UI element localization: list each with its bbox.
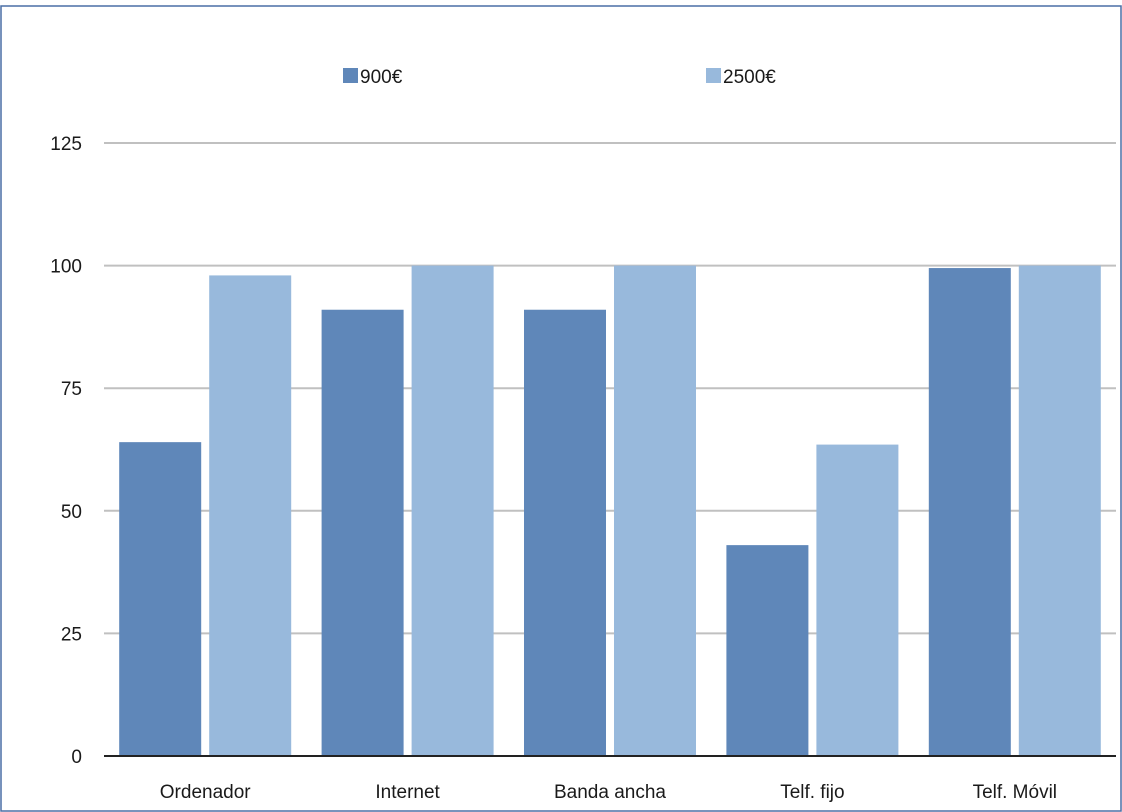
chart-border — [0, 5, 1122, 812]
bar-series-2 — [614, 265, 696, 756]
bar-series-2 — [816, 444, 899, 756]
y-tick-label: 125 — [50, 134, 82, 155]
x-category-label: Ordenador — [160, 782, 252, 803]
x-category-label: Internet — [375, 782, 440, 803]
y-tick-label: 75 — [61, 379, 82, 400]
bar-series-1 — [119, 442, 202, 756]
legend: 900€ 2500€ — [343, 67, 776, 88]
legend-swatch — [343, 68, 358, 83]
x-category-label: Telf. fijo — [780, 782, 844, 803]
legend-label: 2500€ — [723, 67, 776, 88]
y-tick-label: 25 — [61, 624, 82, 645]
bar-series-2 — [1018, 265, 1101, 756]
bar-series-1 — [726, 545, 809, 756]
legend-swatch — [706, 68, 721, 83]
bar-series-1 — [524, 309, 606, 756]
y-tick-label: 100 — [50, 257, 82, 278]
x-category-label: Telf. Móvil — [973, 782, 1057, 803]
bar-series-1 — [928, 268, 1011, 756]
y-axis-ticks: 0 25 50 75 100 125 — [50, 134, 82, 768]
bar-series-2 — [209, 275, 292, 756]
bar-series-1 — [321, 309, 404, 756]
x-category-label: Banda ancha — [554, 782, 666, 803]
y-tick-label: 50 — [61, 502, 82, 523]
legend-label: 900€ — [360, 67, 403, 88]
x-axis-labels: Ordenador Internet Banda ancha Telf. fijo Te… — [160, 782, 1057, 803]
bar-series-2 — [411, 265, 494, 756]
y-tick-label: 0 — [71, 747, 82, 768]
bars — [119, 265, 1101, 756]
